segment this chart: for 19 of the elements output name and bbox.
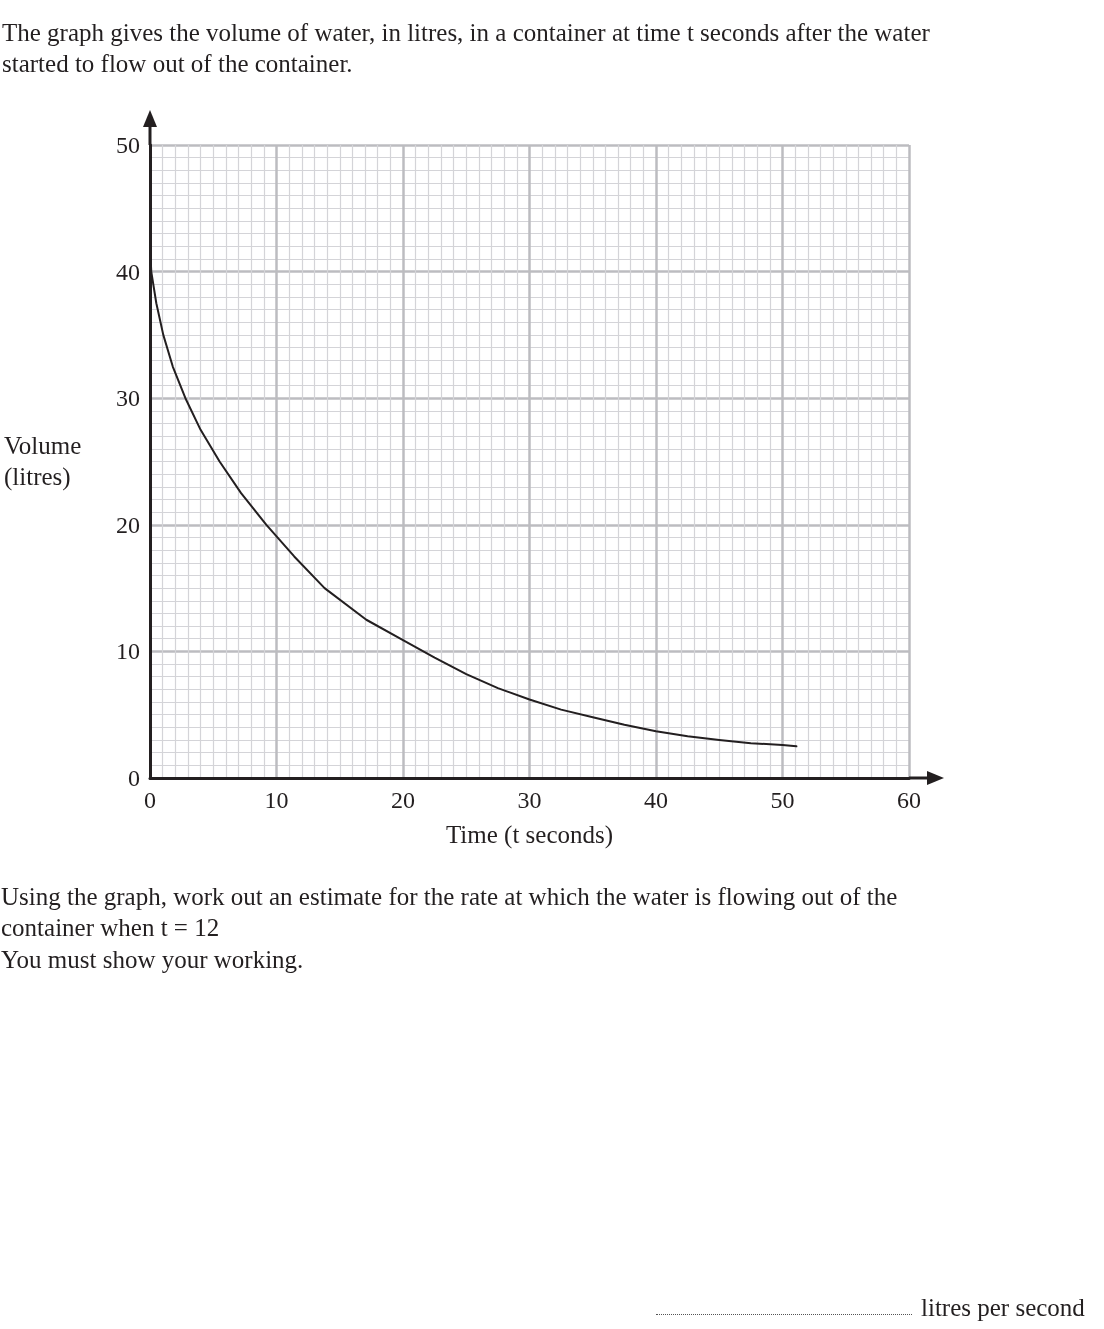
- x-tick-label: 30: [517, 787, 542, 813]
- y-tick-label: 30: [116, 385, 140, 412]
- y-tick-label: 20: [116, 511, 140, 538]
- y-tick-label: 0: [128, 765, 140, 791]
- x-axis-title: Time (t seconds): [445, 821, 614, 849]
- x-tick-label: 60: [897, 787, 921, 813]
- x-tick-label: 10: [264, 787, 289, 813]
- x-tick-label: 0: [144, 787, 156, 813]
- text: You must show your working.: [1, 945, 305, 975]
- x-tick-label: 20: [391, 787, 415, 813]
- y-tick-label: 40: [116, 258, 140, 285]
- x-tick-label: 40: [644, 787, 668, 813]
- y-tick-label: 10: [116, 638, 140, 665]
- text: Using the graph, work out an estimate for the rate at which the water is flowing out of the container when t = 12: [1, 882, 899, 943]
- x-tick-label: 50: [770, 787, 795, 813]
- chart-title: The graph gives the volume of water, in litres, in a container at time t seconds after the water started to flow out of the container.: [2, 18, 931, 79]
- y-tick-label: 50: [116, 132, 140, 158]
- text: litres per second: [921, 1293, 1085, 1323]
- y-axis-title: Volume (litres): [4, 431, 83, 492]
